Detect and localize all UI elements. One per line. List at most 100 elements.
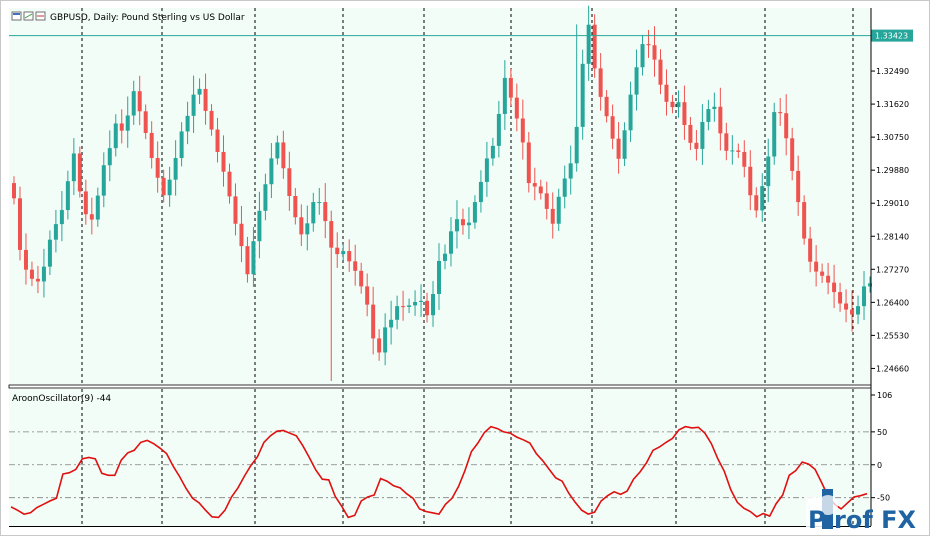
candle-body	[359, 270, 364, 287]
bear-candle	[508, 68, 513, 106]
candle-body	[766, 156, 771, 187]
candle-body	[790, 138, 795, 171]
candle-body	[227, 171, 232, 197]
bear-candle	[598, 53, 603, 111]
candle-body	[395, 306, 400, 320]
candle-body	[389, 319, 394, 328]
candle-body	[622, 130, 627, 159]
candle-body	[646, 44, 651, 46]
candle-body	[275, 142, 280, 159]
price-tick-label: 1.29880	[876, 166, 909, 175]
bull-candle	[622, 122, 627, 167]
bear-candle	[425, 292, 430, 323]
bull-candle	[586, 5, 591, 81]
bull-candle	[760, 173, 765, 223]
price-tick-label: 1.27270	[876, 265, 909, 274]
bear-candle	[694, 129, 699, 161]
bear-candle	[203, 73, 208, 125]
bear-candle	[239, 205, 244, 263]
period-separators	[81, 8, 854, 384]
candle-body	[460, 219, 465, 226]
bear-candle	[610, 104, 615, 150]
price-pane[interactable]	[9, 8, 871, 384]
bull-candle	[419, 284, 424, 317]
candle-body	[652, 45, 657, 60]
candle-body	[724, 133, 729, 151]
bull-candle	[389, 300, 394, 345]
bull-candle	[634, 49, 639, 111]
candle-body	[155, 158, 160, 178]
candle-body	[634, 67, 639, 95]
candle-body	[131, 91, 136, 116]
watermark-mark: P	[808, 506, 826, 534]
bull-candle	[772, 102, 777, 165]
bull-candle	[41, 248, 46, 298]
osc-tick-label: -50	[877, 494, 890, 503]
bull-candle	[113, 114, 118, 157]
bull-candle	[437, 243, 442, 310]
bear-candle	[137, 75, 142, 126]
price-tick-label: 1.24660	[876, 364, 909, 373]
chart-window-icon	[11, 11, 46, 21]
candle-body	[143, 111, 148, 133]
candle-body	[700, 121, 705, 149]
candle-body	[65, 181, 70, 211]
bear-candle	[592, 14, 597, 78]
candle-body	[281, 142, 286, 169]
candle-body	[676, 102, 681, 108]
price-axis[interactable]: 1.32490 1.31620 1.30750 1.29880 1.29010 1.281…	[871, 67, 909, 373]
candle-body	[778, 112, 783, 114]
bear-candle	[143, 104, 148, 140]
bear-candle	[371, 286, 376, 355]
bear-candle	[149, 121, 154, 169]
candle-body	[371, 304, 376, 339]
candle-body	[472, 202, 477, 223]
candle-body	[796, 170, 801, 203]
candle-body	[167, 179, 172, 196]
bear-candle	[287, 151, 292, 211]
bear-candle	[616, 122, 621, 174]
bull-candle	[766, 138, 771, 203]
candle-body	[215, 129, 220, 152]
bear-candle	[664, 69, 669, 116]
candle-body	[556, 196, 561, 224]
bear-candle	[11, 176, 16, 205]
candle-body	[29, 269, 34, 279]
bear-candle	[538, 179, 543, 200]
candle-body	[305, 223, 310, 235]
bear-candle	[209, 104, 214, 136]
candle-body	[550, 208, 555, 224]
watermark-text: rof FX	[834, 506, 917, 534]
bear-candle	[544, 181, 549, 220]
candle-body	[203, 88, 208, 111]
bear-candle	[119, 109, 124, 144]
bear-candle	[520, 99, 525, 160]
bull-candle	[466, 207, 471, 240]
candle-body	[496, 113, 501, 146]
candle-body	[772, 112, 777, 157]
candle-body	[868, 283, 873, 287]
oscillator-axis[interactable]: 106 50 0 -50	[871, 391, 892, 503]
bear-candle	[83, 179, 88, 225]
bear-candle	[790, 127, 795, 181]
candle-body	[544, 193, 549, 209]
bear-candle	[335, 232, 340, 268]
bear-candle	[161, 169, 166, 203]
bull-candle	[311, 192, 316, 232]
candle-body	[844, 303, 849, 310]
candle-body	[101, 165, 106, 196]
candle-body	[431, 293, 436, 316]
candle-body	[688, 124, 693, 143]
bull-candle	[383, 313, 388, 366]
bear-candle	[796, 155, 801, 216]
candle-body	[329, 221, 334, 248]
candle-body	[23, 249, 28, 270]
bull-candle	[305, 205, 310, 251]
bull-candle	[317, 187, 322, 215]
pane-separator[interactable]	[8, 384, 872, 389]
oscillator-pane[interactable]	[9, 389, 871, 526]
candle-body	[736, 150, 741, 152]
bear-candle	[460, 208, 465, 235]
bull-candle	[47, 230, 52, 275]
bear-candle	[329, 210, 334, 381]
